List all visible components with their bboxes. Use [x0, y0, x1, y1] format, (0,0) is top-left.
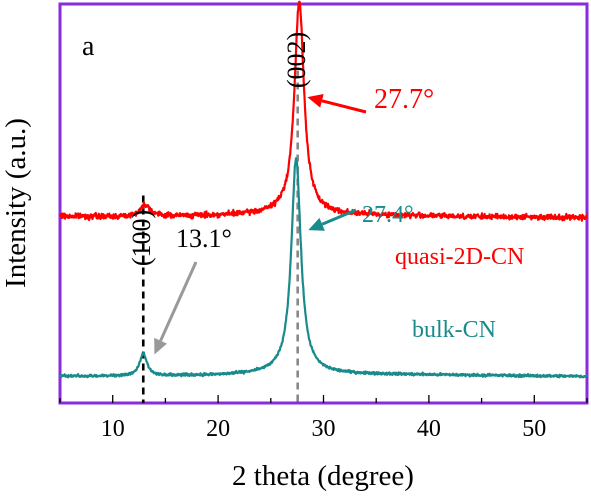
- series-layer: [58, 0, 589, 379]
- x-tick-label: 10: [101, 416, 125, 442]
- arrow-27-4-head: [308, 217, 325, 231]
- x-axis-title: 2 theta (degree): [232, 460, 414, 492]
- x-tick-label: 20: [206, 416, 230, 442]
- series-label-quasi-2d-cn: quasi-2D-CN: [395, 244, 524, 270]
- annotation-27-7: 27.7°: [374, 84, 434, 115]
- arrow-13-1-head: [154, 337, 167, 355]
- arrow-27-7-head: [307, 94, 324, 108]
- arrow-13-1-shaft: [159, 261, 198, 342]
- reference-lines: [141, 70, 299, 403]
- peak-label-002: (002): [282, 32, 311, 88]
- series-line-0: [58, 0, 589, 222]
- annotation-27-4: 27.4°: [362, 202, 414, 228]
- panel-label: a: [82, 31, 95, 62]
- x-tick-label: 40: [417, 416, 441, 442]
- x-tick-label: 30: [312, 416, 336, 442]
- series-label-bulk-cn: bulk-CN: [412, 317, 496, 343]
- x-axis: 10 20 30 40 50: [59, 395, 588, 442]
- arrow-27-4-shaft: [321, 208, 357, 226]
- annotation-13-1: 13.1°: [176, 224, 232, 253]
- annotations: [154, 94, 367, 355]
- series-line-1: [58, 157, 588, 379]
- arrow-27-7-shaft: [321, 99, 367, 114]
- y-axis-title: Intensity (a.u.): [0, 118, 32, 288]
- peak-label-100: (100): [127, 210, 156, 266]
- x-tick-label: 50: [522, 416, 546, 442]
